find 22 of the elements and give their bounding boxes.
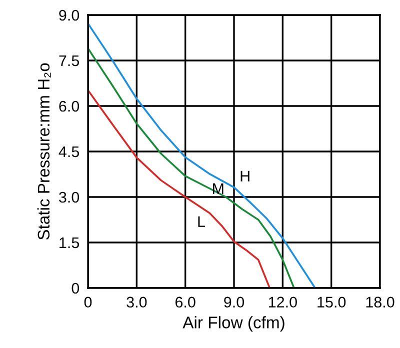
y-tick-label: 9.0 <box>59 10 80 21</box>
x-axis-title: Air Flow (cfm) <box>182 316 284 332</box>
x-tick-label: 6.0 <box>175 296 196 308</box>
series-label: L <box>198 216 205 227</box>
x-tick-label: 15.0 <box>318 296 346 308</box>
y-tick-label: 7.5 <box>59 56 80 66</box>
y-axis-title: Static Pressure:mm H₂o <box>37 63 51 240</box>
x-tick-label: 9.0 <box>224 296 244 308</box>
y-tick-label: 0 <box>72 282 80 294</box>
x-tick-label: 12.0 <box>268 296 297 308</box>
x-tick-label: 18.0 <box>366 296 394 308</box>
x-tick-label: 3.0 <box>126 296 147 308</box>
line-series <box>88 47 295 288</box>
y-tick-label: 1.5 <box>60 238 80 248</box>
series-label: M <box>213 183 224 194</box>
y-tick-label: 3.0 <box>59 192 80 203</box>
line-series <box>88 22 316 288</box>
y-tick-label: 4.5 <box>58 146 80 158</box>
y-tick-label: 6.0 <box>59 100 80 112</box>
series-label: H <box>240 170 250 182</box>
line-series <box>88 89 271 288</box>
x-tick-label: 0 <box>84 296 92 308</box>
